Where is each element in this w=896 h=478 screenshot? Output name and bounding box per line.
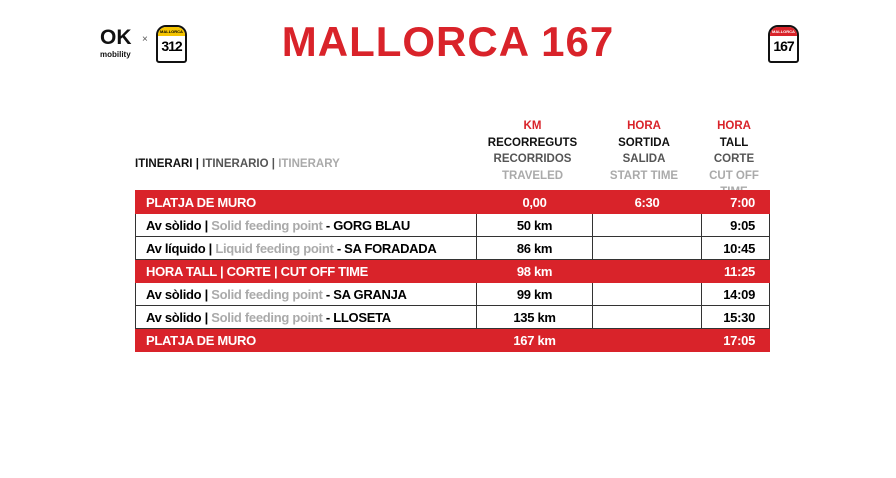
column-header: HORA SORTIDA SALIDA START TIME [590, 118, 698, 184]
start-cell: 6:30 [592, 190, 702, 214]
title: MALLORCA 167 [281, 18, 615, 65]
itinerary-cell: Av sòlido | Solid feeding point - SA GRA… [135, 282, 477, 306]
badge-number: 312 [161, 38, 182, 54]
header-line: TALL [719, 136, 749, 149]
itinerary-heading: ITINERARI | ITINERARIO | ITINERARY [135, 158, 340, 170]
badge-top: MALLORCA [770, 27, 797, 36]
heading-en: ITINERARY [278, 158, 340, 170]
badge-number: 167 [773, 38, 794, 54]
stop-label: PLATJA DE MURO [146, 332, 256, 348]
itinerary-cell: HORA TALL | CORTE | CUT OFF TIME [135, 259, 477, 283]
table-row: HORA TALL | CORTE | CUT OFF TIME 98 km 11:… [135, 259, 770, 283]
itinerary-cell: Av sòlido | Solid feeding point - LLOSET… [135, 305, 477, 329]
start-cell [592, 213, 702, 237]
heading-ca: ITINERARI | [135, 158, 199, 170]
ok-logo: OK [100, 26, 132, 49]
itinerary-cell: PLATJA DE MURO [135, 190, 477, 214]
km-cell: 86 km [476, 236, 593, 260]
start-cell [592, 328, 702, 352]
badge-312: MALLORCA 312 [156, 25, 187, 63]
start-cell [592, 282, 702, 306]
times: × [142, 34, 148, 45]
stop-label: Av sòlido | [146, 309, 208, 325]
badge-top: MALLORCA [158, 27, 185, 36]
stop-label: HORA TALL | CORTE | CUT OFF TIME [146, 263, 369, 279]
km-cell: 50 km [476, 213, 593, 237]
header-line: KM [523, 120, 542, 132]
feed-note: Solid feeding point [211, 286, 323, 302]
table-row: Av sòlido | Solid feeding point - SA GRA… [135, 282, 770, 306]
header-line: RECORREGUTS [487, 136, 578, 149]
place: - GORG BLAU [325, 217, 410, 233]
place: - SA FORADADA [336, 240, 437, 256]
header-line: SALIDA [622, 153, 666, 165]
header-line: HORA [717, 120, 751, 132]
header-line: START TIME [609, 169, 679, 182]
table-row: Av sòlido | Solid feeding point - GORG B… [135, 213, 770, 237]
table-row: Av líquido | Liquid feeding point - SA F… [135, 236, 770, 260]
header-line: TRAVELED [501, 169, 564, 182]
km-cell: 99 km [476, 282, 593, 306]
place: - SA GRANJA [325, 286, 407, 302]
column-header: KM RECORREGUTS RECORRIDOS TRAVELED [475, 118, 590, 184]
cutoff-cell: 9:05 [701, 213, 770, 237]
cutoff-cell: 10:45 [701, 236, 770, 260]
heading-es: ITINERARIO | [202, 158, 275, 170]
schedule-table: PLATJA DE MURO 0,00 6:30 7:00 Av sòlido | So… [135, 190, 770, 352]
cutoff-cell: 14:09 [701, 282, 770, 306]
km-cell: 167 km [476, 328, 593, 352]
header-line: HORA [627, 120, 661, 132]
cutoff-cell: 7:00 [701, 190, 770, 214]
table-row: Av sòlido | Solid feeding point - LLOSET… [135, 305, 770, 329]
feed-note: Liquid feeding point [215, 240, 334, 256]
cutoff-cell: 11:25 [701, 259, 770, 283]
start-cell [592, 305, 702, 329]
cutoff-cell: 15:30 [701, 305, 770, 329]
km-cell: 135 km [476, 305, 593, 329]
header-line: CORTE [713, 153, 755, 165]
header-line: SORTIDA [618, 136, 670, 149]
itinerary-cell: Av sòlido | Solid feeding point - GORG B… [135, 213, 477, 237]
stop-label: Av líquido | [146, 240, 212, 256]
itinerary-cell: PLATJA DE MURO [135, 328, 477, 352]
itinerary-cell: Av líquido | Liquid feeding point - SA F… [135, 236, 477, 260]
feed-note: Solid feeding point [211, 217, 323, 233]
ok-sub: mobility [100, 50, 131, 59]
km-cell: 98 km [476, 259, 593, 283]
header-line: RECORRIDOS [493, 153, 572, 165]
table-row: PLATJA DE MURO 167 km 17:05 [135, 328, 770, 352]
stop-label: PLATJA DE MURO [146, 194, 256, 210]
start-cell [592, 259, 702, 283]
stop-label: Av sòlido | [146, 286, 208, 302]
cutoff-cell: 17:05 [701, 328, 770, 352]
feed-note: Solid feeding point [211, 309, 323, 325]
start-cell [592, 236, 702, 260]
table-row: PLATJA DE MURO 0,00 6:30 7:00 [135, 190, 770, 214]
km-cell: 0,00 [476, 190, 593, 214]
event-logo: MALLORCA 167 [768, 25, 799, 63]
place: - LLOSETA [325, 309, 391, 325]
stop-label: Av sòlido | [146, 217, 208, 233]
